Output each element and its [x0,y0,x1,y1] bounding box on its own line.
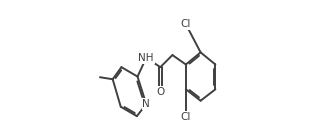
Text: NH: NH [139,53,154,63]
Text: Cl: Cl [181,19,191,29]
Text: N: N [142,99,150,109]
Text: O: O [156,87,164,97]
Text: NH: NH [139,53,154,63]
Text: O: O [156,87,164,97]
Text: Cl: Cl [181,112,191,122]
Text: Cl: Cl [181,112,191,122]
Text: Cl: Cl [181,19,191,29]
Text: N: N [142,99,150,109]
